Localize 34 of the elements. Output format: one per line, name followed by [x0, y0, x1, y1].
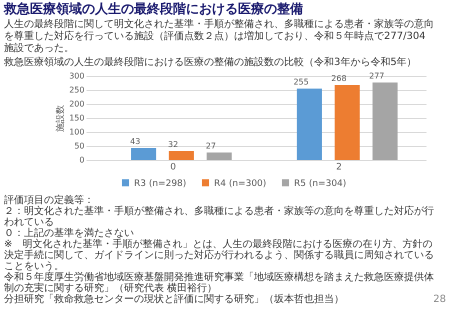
y-tick-label: 50 [74, 142, 84, 150]
text: ０：上記の基準を満たさない [4, 227, 134, 239]
bar [296, 88, 322, 160]
bar [372, 82, 398, 160]
bar [334, 84, 360, 160]
y-tick-label: 300 [69, 72, 84, 80]
text: ２：明文化された基準・手順が整備され、多職種による患者・家族等の意向を尊重した対応が行われている [4, 205, 434, 228]
y-tick-label: 100 [69, 128, 84, 136]
text: ※ 明文化された基準・手順が整備され」とは、人生の最終段階における医療の在り方、方針の決定手続に関して、ガイドラインに則った対応が行われるよう、関係する職員に周知されていることをいう。 [4, 238, 434, 272]
chart-title: 救急医療領域の人生の最終段階における医療の整備 [3, 1, 303, 17]
data-label: 27 [206, 141, 216, 150]
y-tick-label: 250 [69, 86, 84, 94]
data-label: 43 [130, 136, 140, 146]
data-label: 32 [168, 140, 178, 150]
text: 救急医療領域の人生の最終段階における医療の整備の施設数の比較（令和3年から令和5年） [3, 56, 417, 68]
data-label: 255 [293, 78, 309, 87]
bar [168, 151, 194, 160]
bar [131, 148, 156, 160]
text: 評価項目の定義等： [4, 194, 94, 206]
text: 分担研究「救命救急センターの現状と評価に関する研究」（坂本哲也担当） [4, 293, 344, 305]
legend-label: R4 (n=300) [214, 178, 266, 189]
y-axis-title: 施設数 [55, 105, 66, 132]
text: 28 [433, 294, 446, 305]
data-label: 277 [369, 71, 384, 80]
bar [206, 152, 232, 160]
text: 令和５年度厚生労働省地域医療基盤開発推進研究事業「地域医療構想を踏まえた救急医療提供体制の充実に関する研究」（研究代表 横田裕行） [4, 271, 434, 294]
data-label: 268 [331, 74, 347, 83]
chart-subtitle: 人生の最終段階に関して明文化された基準・手順が整備され、多職種による患者・家族等の意向を尊重した対応を行っている施設（評価点数２点）は増加しており、令和５年時点で277/304施設であった。 [4, 18, 434, 54]
legend-label: R5 (n=304) [294, 178, 346, 189]
y-tick-label: 150 [69, 114, 84, 122]
y-tick-label: 200 [69, 100, 84, 108]
legend-label: R3 (n=298) [134, 178, 186, 189]
y-tick-label: 0 [79, 156, 84, 164]
x-tick-label: 2 [336, 162, 342, 172]
